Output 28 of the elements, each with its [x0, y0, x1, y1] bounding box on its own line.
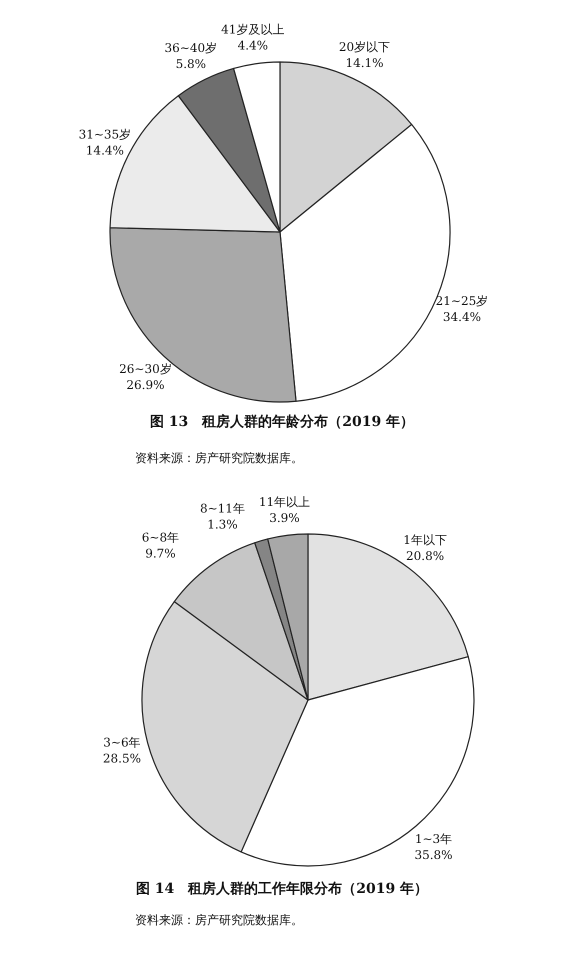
text: 资料来源：房产研究院数据库。 — [135, 913, 303, 927]
data-label: 1.3% — [207, 517, 238, 532]
slice-label: 31~35岁 — [78, 127, 132, 142]
data-label: 20.8% — [406, 549, 444, 564]
data-label: 28.5% — [102, 752, 142, 766]
data-label: 9.7% — [145, 546, 176, 561]
slice-label: 41岁及以上 — [221, 22, 284, 37]
data-label: 14.4% — [86, 143, 124, 158]
slice-label: 8~11年 — [200, 501, 245, 516]
text: 图 14 租房人群的工作年限分布（2019 年） — [136, 880, 428, 897]
data-label: 3.9% — [269, 510, 300, 525]
slice-label: 20岁以下 — [338, 40, 390, 54]
text: 资料来源：房产研究院数据库。 — [135, 451, 303, 465]
slice-label: 11年以上 — [258, 494, 310, 509]
slice-label: 26~30岁 — [119, 362, 172, 376]
data-label: 14.1% — [345, 56, 384, 70]
slice-label: 36~40岁 — [164, 41, 218, 56]
slice-label: 6~8年 — [142, 530, 180, 545]
text: 图 13 租房人群的年龄分布（2019 年） — [150, 413, 414, 430]
data-label: 4.4% — [238, 38, 268, 53]
slice-label: 3~6年 — [103, 736, 141, 750]
data-label: 26.9% — [126, 378, 165, 392]
data-label: 5.8% — [176, 57, 206, 72]
data-label: 34.4% — [442, 310, 482, 324]
data-label: 35.8% — [414, 848, 453, 862]
slice-label: 1~3年 — [414, 832, 452, 846]
slice-label: 21~25岁 — [436, 294, 488, 308]
slice-label: 1年以下 — [403, 533, 447, 548]
